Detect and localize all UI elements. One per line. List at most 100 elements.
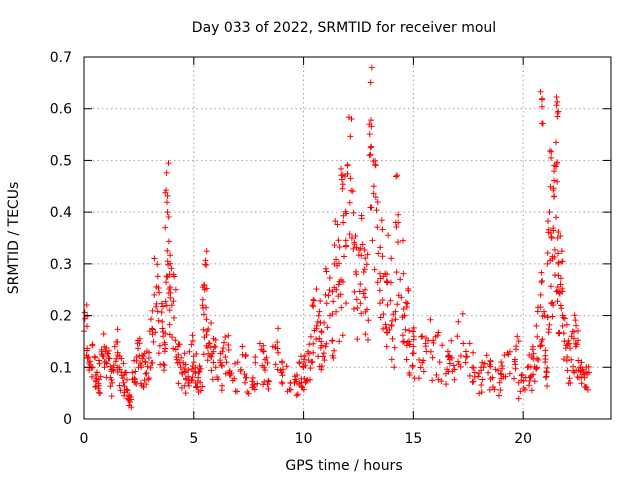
data-point	[530, 371, 537, 378]
data-point	[347, 175, 354, 182]
data-point	[234, 388, 241, 395]
data-point	[165, 214, 172, 221]
data-point	[105, 355, 112, 362]
data-point	[165, 160, 172, 167]
data-point	[495, 392, 502, 399]
y-tick-label: 0.5	[50, 153, 72, 169]
data-point	[170, 298, 177, 305]
data-point	[539, 336, 546, 343]
data-point	[575, 357, 582, 364]
data-point-peak	[538, 96, 545, 103]
data-point	[283, 363, 290, 370]
data-point	[354, 336, 361, 343]
data-point	[333, 256, 340, 263]
data-point	[401, 312, 408, 319]
data-point	[205, 326, 212, 333]
data-point	[244, 389, 251, 396]
data-point-peak	[539, 103, 546, 110]
data-point	[377, 314, 384, 321]
data-point	[361, 266, 368, 273]
data-point	[382, 321, 389, 328]
data-point	[162, 345, 169, 352]
data-point	[515, 338, 522, 345]
data-point	[208, 353, 215, 360]
data-point	[350, 245, 357, 252]
data-point	[117, 387, 124, 394]
data-point	[429, 377, 436, 384]
data-point	[84, 354, 91, 361]
data-point	[566, 375, 573, 382]
data-point	[550, 225, 557, 232]
data-point	[455, 358, 462, 365]
data-point	[136, 340, 143, 347]
data-point	[123, 376, 130, 383]
data-point	[544, 250, 551, 256]
data-point	[577, 364, 584, 371]
data-point	[501, 352, 508, 359]
data-point	[265, 377, 272, 384]
data-point	[357, 281, 364, 288]
data-point	[196, 368, 203, 375]
data-point	[158, 309, 165, 316]
data-point	[358, 252, 365, 259]
data-point-peak	[366, 152, 373, 159]
data-point-peak	[555, 108, 562, 115]
data-point	[393, 269, 400, 276]
data-point	[83, 323, 90, 330]
data-point	[550, 187, 557, 194]
data-point	[167, 252, 174, 259]
data-point	[124, 387, 131, 394]
data-point	[190, 359, 197, 366]
data-point	[342, 237, 349, 244]
data-point	[341, 253, 348, 260]
data-point	[210, 359, 217, 366]
data-point	[553, 288, 560, 295]
data-point	[241, 371, 248, 378]
data-point	[565, 337, 572, 344]
data-point	[368, 117, 375, 124]
data-point	[278, 379, 285, 386]
ticks-layer: 0 0.1 0.2 0.3 0.4 0.5 0.6 0.7 0 5 10 15 20	[50, 50, 611, 447]
data-point	[331, 347, 338, 354]
data-point	[333, 308, 340, 315]
data-point	[203, 304, 210, 311]
data-point-peak	[367, 151, 374, 158]
data-point	[209, 350, 216, 357]
data-point	[402, 299, 409, 306]
data-point	[450, 362, 457, 369]
data-point	[358, 215, 365, 222]
data-point	[306, 350, 313, 357]
data-point	[548, 154, 555, 161]
data-point	[395, 211, 402, 218]
data-point	[538, 279, 545, 286]
data-point	[287, 380, 294, 387]
data-point	[110, 367, 117, 374]
data-point	[496, 379, 503, 386]
data-point	[436, 359, 443, 366]
data-point	[88, 373, 95, 380]
data-point	[360, 290, 367, 297]
data-point	[152, 329, 159, 336]
data-point	[538, 342, 545, 349]
data-point	[200, 311, 207, 318]
data-point	[199, 296, 206, 303]
data-point	[479, 376, 486, 383]
data-point-peak	[554, 98, 561, 105]
data-point	[506, 370, 513, 377]
data-point	[470, 378, 477, 385]
data-point	[113, 338, 120, 345]
data-point	[306, 341, 313, 348]
data-point	[193, 351, 200, 358]
data-point	[417, 364, 424, 371]
data-point	[471, 369, 478, 376]
data-point	[323, 268, 330, 275]
data-point	[395, 239, 402, 246]
x-tick-label: 0	[80, 431, 89, 447]
data-point	[316, 335, 323, 342]
data-point	[353, 271, 360, 278]
data-point	[302, 362, 309, 369]
data-point	[203, 262, 210, 269]
data-point	[342, 243, 349, 250]
data-point	[83, 301, 90, 308]
